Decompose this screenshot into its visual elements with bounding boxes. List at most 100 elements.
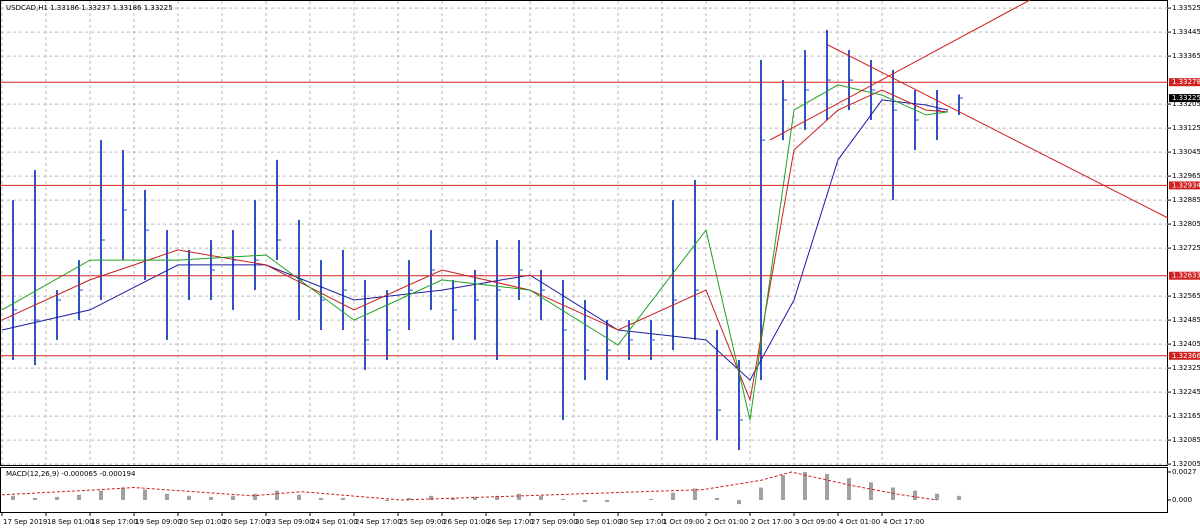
- x-tick-label: 1 Oct 09:00: [663, 518, 704, 526]
- macd-panel: [0, 467, 1168, 513]
- histogram-bar: [143, 489, 147, 500]
- histogram-bar: [473, 496, 477, 500]
- x-tick-label: 26 Sep 01:00: [443, 518, 490, 526]
- histogram-bar: [605, 499, 609, 503]
- histogram-bar: [649, 498, 653, 500]
- signal-line: [1, 471, 938, 501]
- histogram-bar: [253, 493, 257, 500]
- histogram-bar: [891, 487, 895, 500]
- trend-line: [769, 0, 1031, 141]
- price-panel: [0, 0, 1168, 466]
- x-tick-label: 4 Oct 01:00: [839, 518, 880, 526]
- x-tick-label: 18 Sep 17:00: [91, 518, 138, 526]
- level-label: 1.33278: [1172, 78, 1200, 86]
- y-tick-label: 1.32725: [1172, 244, 1200, 252]
- histogram-bar: [737, 499, 741, 505]
- histogram-bar: [429, 495, 433, 500]
- histogram-bar: [561, 498, 565, 500]
- y-tick-label: 1.33365: [1172, 52, 1200, 60]
- histogram-bar: [121, 487, 125, 500]
- y-tick-label: 1.32565: [1172, 292, 1200, 300]
- histogram-bar: [231, 495, 235, 500]
- histogram-bar: [165, 493, 169, 500]
- histogram-bar: [451, 497, 455, 500]
- y-tick-label: 1.33125: [1172, 124, 1200, 132]
- current-price-box: [1169, 94, 1200, 103]
- x-tick-label: 2 Oct 01:00: [707, 518, 748, 526]
- histogram-bar: [693, 488, 697, 500]
- x-tick-label: 20 Sep 01:00: [179, 518, 226, 526]
- histogram-bar: [209, 496, 213, 500]
- x-tick-label: 26 Sep 17:00: [487, 518, 534, 526]
- moving-average: [1, 84, 949, 421]
- level-label-box: [1169, 351, 1200, 360]
- histogram-bar: [825, 474, 829, 500]
- y-tick-label: 1.33525: [1172, 4, 1200, 12]
- macd-title: MACD(12,26,9) -0.000065 -0.000194: [6, 470, 136, 478]
- x-tick-label: 18 Sep 01:00: [47, 518, 94, 526]
- y-tick-label: 1.32965: [1172, 172, 1200, 180]
- histogram-bar: [319, 497, 323, 500]
- x-tick-label: 3 Oct 09:00: [795, 518, 836, 526]
- level-label: 1.32633: [1172, 272, 1200, 280]
- histogram-bar: [77, 494, 81, 500]
- x-tick-label: 4 Oct 17:00: [883, 518, 924, 526]
- histogram-bar: [913, 490, 917, 500]
- y-tick-label: 1.32245: [1172, 388, 1200, 396]
- y-tick-label: 1.32485: [1172, 316, 1200, 324]
- histogram-bar: [275, 490, 279, 500]
- level-label-box: [1169, 181, 1200, 190]
- histogram-bar: [847, 478, 851, 500]
- histogram-bar: [935, 493, 939, 500]
- y-tick-label: 1.33045: [1172, 148, 1200, 156]
- histogram-bar: [55, 496, 59, 500]
- histogram-bar: [781, 475, 785, 500]
- histogram-bar: [671, 492, 675, 500]
- y-tick-label: 0.0027: [1172, 468, 1197, 476]
- y-tick-label: 1.32805: [1172, 220, 1200, 228]
- histogram-bar: [715, 497, 719, 500]
- x-tick-label: 17 Sep 2019: [3, 518, 47, 526]
- x-tick-label: 2 Oct 17:00: [751, 518, 792, 526]
- histogram-bar: [385, 499, 389, 502]
- y-tick-label: 1.33205: [1172, 100, 1200, 108]
- histogram-bar: [583, 499, 587, 503]
- x-tick-label: 27 Sep 09:00: [531, 518, 578, 526]
- y-tick-label: 1.32085: [1172, 436, 1200, 444]
- level-label-box: [1169, 271, 1200, 280]
- histogram-bar: [407, 497, 411, 500]
- moving-average: [1, 89, 949, 402]
- histogram-bar: [187, 495, 191, 500]
- histogram-bar: [803, 471, 807, 500]
- histogram-bar: [759, 487, 763, 500]
- histogram-bar: [957, 495, 961, 500]
- histogram-bar: [297, 494, 301, 500]
- histogram-bar: [869, 482, 873, 500]
- trend-line: [827, 44, 1169, 219]
- histogram-bar: [495, 495, 499, 500]
- histogram-bar: [33, 497, 37, 500]
- level-label: 1.32366: [1172, 352, 1200, 360]
- current-price-label: 1.33225: [1172, 94, 1200, 102]
- y-tick-label: 1.32885: [1172, 196, 1200, 204]
- level-label-box: [1169, 78, 1200, 87]
- x-tick-label: 25 Sep 09:00: [399, 518, 446, 526]
- histogram-bar: [341, 497, 345, 500]
- y-tick-label: 1.32405: [1172, 340, 1200, 348]
- y-tick-label: 1.32165: [1172, 412, 1200, 420]
- level-label: 1.32934: [1172, 181, 1200, 189]
- x-tick-label: 30 Sep 01:00: [575, 518, 622, 526]
- x-tick-label: 19 Sep 09:00: [135, 518, 182, 526]
- x-tick-label: 30 Sep 17:00: [619, 518, 666, 526]
- x-tick-label: 20 Sep 17:00: [223, 518, 270, 526]
- y-tick-label: 0.000: [1172, 496, 1192, 504]
- x-tick-label: 23 Sep 09:00: [267, 518, 314, 526]
- histogram-bar: [539, 495, 543, 500]
- x-tick-label: 24 Sep 17:00: [355, 518, 402, 526]
- histogram-bar: [11, 495, 15, 500]
- y-tick-label: 1.32005: [1172, 460, 1200, 468]
- histogram-bar: [517, 493, 521, 500]
